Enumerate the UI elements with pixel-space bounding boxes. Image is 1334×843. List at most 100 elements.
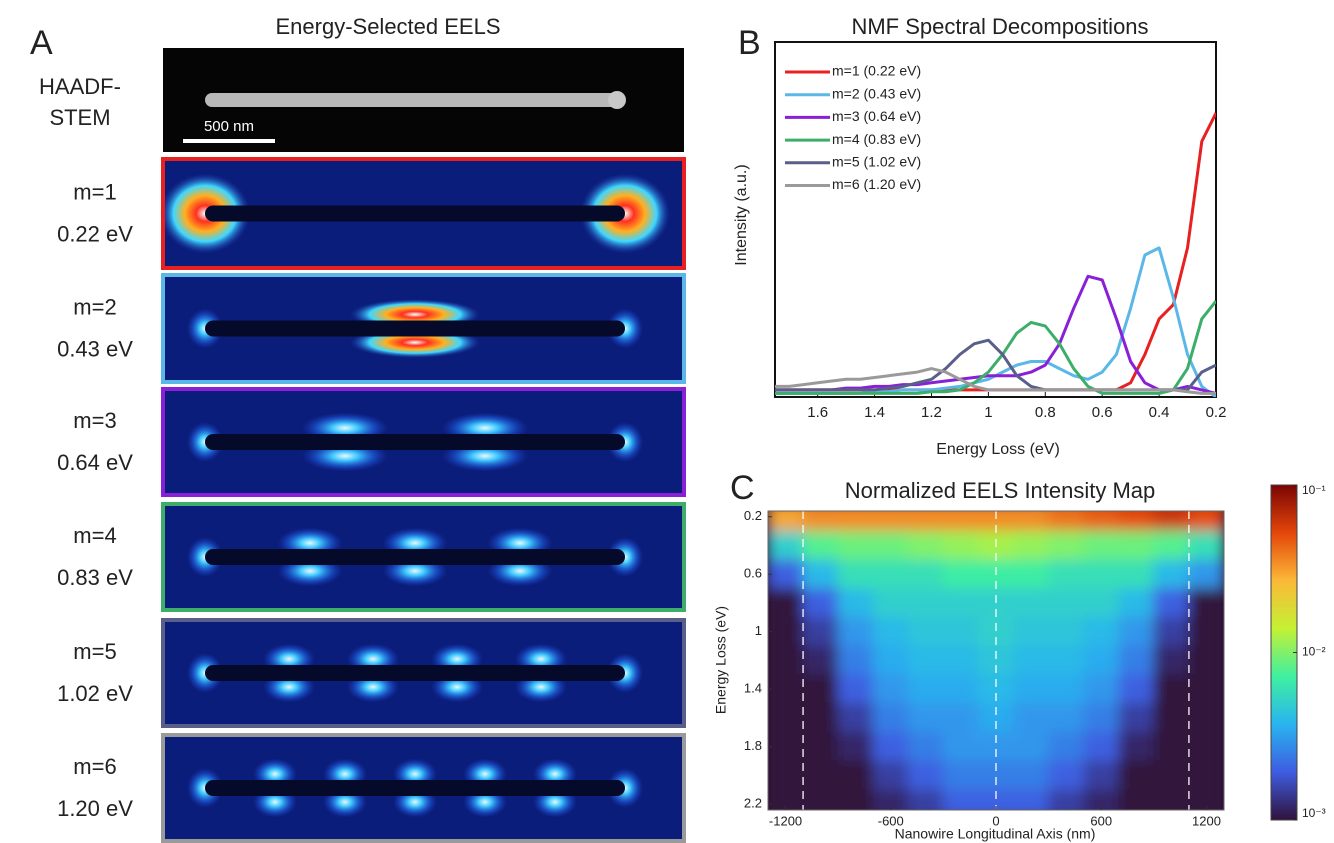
heatmap-cell: [1083, 588, 1120, 618]
spectrum-line: [775, 367, 1216, 395]
y-tick-label: 0.2: [744, 508, 762, 523]
x-tick-label: 1.6: [807, 404, 828, 421]
x-tick-label: -600: [878, 813, 904, 828]
heatmap-cell: [802, 530, 839, 561]
heatmap-cell: [768, 703, 804, 733]
scale-bar-label: 500 nm: [204, 118, 254, 135]
legend-label: m=1 (0.22 eV): [832, 63, 921, 79]
reference-label: STEM: [49, 105, 110, 130]
mode-energy: 1.20 eV: [57, 796, 133, 821]
nanowire-shadow: [205, 434, 625, 450]
mode-label: m=4: [73, 523, 116, 548]
eels-map: [161, 273, 686, 384]
eels-map: [161, 618, 686, 728]
heatmap-cell: [802, 559, 839, 590]
heatmap-cell: [872, 789, 909, 810]
heatmap-cell: [768, 731, 804, 762]
heatmap-cell: [872, 703, 909, 733]
heatmap-cell: [1013, 511, 1050, 532]
colorbar-tick-label: 10⁻¹: [1302, 483, 1326, 497]
heatmap-cell: [802, 731, 839, 762]
heatmap-cell: [1048, 731, 1085, 762]
heatmap-cell: [837, 645, 874, 676]
x-tick-label: 0.8: [1035, 404, 1056, 421]
eels-map: [161, 387, 686, 497]
heatmap: [768, 511, 1224, 810]
heatmap-cell: [907, 588, 944, 618]
heatmap-cell: [1118, 789, 1155, 810]
heatmap-cell: [907, 760, 944, 791]
plot-frame: [774, 41, 1217, 398]
heatmap-cell: [768, 674, 804, 705]
heatmap-cell: [1013, 559, 1050, 590]
heatmap-cell: [942, 789, 979, 810]
nanowire-shadow: [205, 320, 625, 337]
heatmap-cell: [872, 731, 909, 762]
heatmap-cell: [942, 703, 979, 733]
heatmap-cell: [872, 616, 909, 647]
heatmap-cell: [872, 511, 909, 532]
y-tick-label: 2.2: [744, 796, 762, 811]
heatmap-cell: [802, 760, 839, 791]
x-tick-label: 0.2: [1206, 404, 1227, 421]
heatmap-cell: [942, 760, 979, 791]
heatmap-cell: [1083, 789, 1120, 810]
x-tick-label: 0.6: [1092, 404, 1113, 421]
mode-energy: 0.43 eV: [57, 336, 133, 361]
heatmap-cell: [1083, 731, 1120, 762]
plot-area: [775, 112, 1216, 397]
heatmap-cell: [1013, 616, 1050, 647]
heatmap-cell: [1188, 559, 1224, 590]
y-axis-label: Energy Loss (eV): [713, 606, 729, 714]
x-axis-label: Energy Loss (eV): [936, 441, 1060, 458]
spectrum-line: [775, 300, 1216, 395]
heatmap-cell: [837, 789, 874, 810]
heatmap-cell: [837, 559, 874, 590]
panel-title: Normalized EELS Intensity Map: [845, 478, 1156, 503]
heatmap-cell: [1048, 789, 1085, 810]
heatmap-cell: [1153, 674, 1190, 705]
heatmap-cell: [1118, 511, 1155, 532]
heatmap-cell: [942, 559, 979, 590]
heatmap-cell: [1083, 616, 1120, 647]
heatmap-cell: [1013, 674, 1050, 705]
heatmap-cell: [1083, 703, 1120, 733]
spectrum-line: [775, 274, 1216, 395]
x-tick-label: 1.4: [864, 404, 885, 421]
heatmap-cell: [1153, 559, 1190, 590]
heatmap-cell: [768, 789, 804, 810]
heatmap-cell: [1188, 789, 1224, 810]
mode-label: m=5: [73, 639, 116, 664]
mode-frame: [161, 502, 686, 612]
x-tick-label: -1200: [769, 813, 802, 828]
mode-frame: [161, 273, 686, 384]
heatmap-cell: [1118, 559, 1155, 590]
mode-frame: [161, 157, 686, 270]
heatmap-cell: [1153, 645, 1190, 676]
colorbar: [1270, 484, 1298, 821]
panel-title: NMF Spectral Decompositions: [851, 14, 1148, 39]
heatmap-cell: [907, 645, 944, 676]
colorbar-tick-label: 10⁻³: [1302, 806, 1326, 820]
heatmap-cell: [872, 674, 909, 705]
legend-label: m=4 (0.83 eV): [832, 131, 921, 147]
heatmap-cell: [1083, 559, 1120, 590]
legend-label: m=3 (0.64 eV): [832, 108, 921, 124]
panel-label: B: [738, 24, 761, 62]
heatmap-cell: [1188, 645, 1224, 676]
heatmap-cell: [942, 731, 979, 762]
heatmap-cell: [872, 588, 909, 618]
nanowire: [205, 93, 625, 107]
heatmap-cell: [1188, 703, 1224, 733]
heatmap-cell: [1048, 559, 1085, 590]
heatmap-cell: [1188, 731, 1224, 762]
heatmap-cell: [907, 731, 944, 762]
heatmap-cell: [768, 511, 804, 532]
colorbar-tick-label: 10⁻²: [1302, 645, 1326, 659]
heatmap-cell: [1048, 674, 1085, 705]
heatmap-cell: [837, 511, 874, 532]
heatmap-cell: [872, 760, 909, 791]
heatmap-cell: [942, 645, 979, 676]
heatmap-cell: [942, 511, 979, 532]
heatmap-cell: [802, 588, 839, 618]
